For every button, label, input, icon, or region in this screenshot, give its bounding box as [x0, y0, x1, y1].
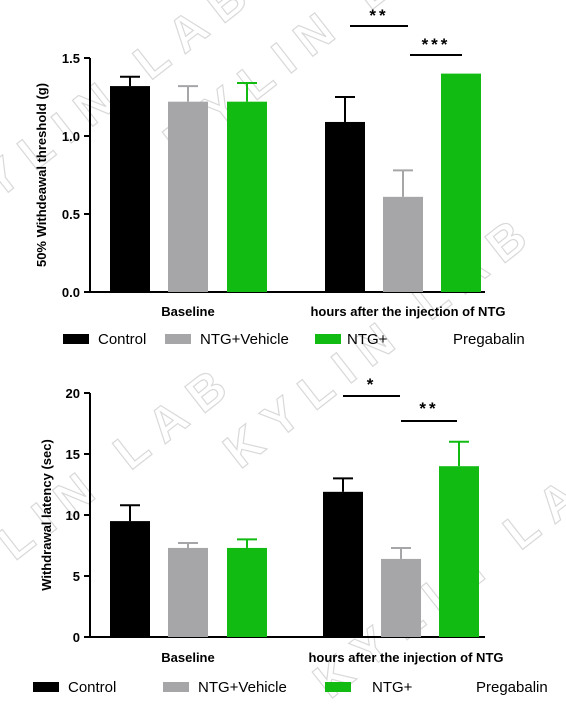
bar-ntg--0 — [227, 101, 267, 293]
legend-swatch — [165, 334, 191, 344]
y-tick-label: 20 — [66, 386, 80, 401]
legend-label-pregabalin: Pregabalin — [476, 679, 548, 696]
bar-control-0 — [110, 521, 150, 637]
legend-label: NTG+Vehicle — [198, 679, 287, 696]
legend-swatch — [325, 682, 351, 692]
legend-swatch — [63, 334, 89, 344]
significance-label: *** — [422, 35, 451, 54]
y-tick-label: 5 — [73, 569, 80, 584]
bar-ntg--1 — [441, 73, 481, 292]
y-tick-label: 0.5 — [62, 207, 80, 222]
y-tick-label: 15 — [66, 447, 80, 462]
bar-control-1 — [323, 491, 363, 637]
bar-ntg-vehicle-1 — [383, 196, 423, 292]
legend-label: Control — [98, 331, 146, 348]
bar-ntg-vehicle-0 — [168, 101, 208, 293]
y-tick-label: 1.0 — [62, 129, 80, 144]
legend-swatch — [33, 682, 59, 692]
significance-label: * — [367, 375, 377, 394]
bar-ntg-vehicle-0 — [168, 547, 208, 637]
category-label: hours after the injection of NTG — [308, 650, 503, 665]
significance-label: ** — [369, 6, 388, 25]
latency-chart: 0 5 10 15 20 Withdrawal latency (sec) Baseline… — [33, 375, 548, 696]
significance-label: ** — [419, 399, 438, 418]
y-tick-label: 0 — [73, 630, 80, 645]
bar-ntg--1 — [439, 466, 479, 637]
y-tick-label: 1.5 — [62, 51, 80, 66]
legend-label-pregabalin: Pregabalin — [453, 331, 525, 348]
category-label: Baseline — [161, 650, 214, 665]
bar-ntg-vehicle-1 — [381, 558, 421, 637]
legend-swatch — [315, 334, 341, 344]
legend-label: NTG+Vehicle — [200, 331, 289, 348]
category-label: Baseline — [161, 304, 214, 319]
bar-ntg--0 — [227, 547, 267, 637]
bar-control-0 — [110, 86, 150, 292]
threshold-chart: 0.0 0.5 1.0 1.5 50% Withdeawal threshold (g)… — [34, 6, 525, 348]
bar-control-1 — [325, 121, 365, 293]
legend-swatch — [163, 682, 189, 692]
y-tick-label: 10 — [66, 508, 80, 523]
category-label: hours after the injection of NTG — [310, 304, 505, 319]
y-tick-label: 0.0 — [62, 285, 80, 300]
y-axis-label: Withdrawal latency (sec) — [39, 439, 54, 591]
legend-label: Control — [68, 679, 116, 696]
y-axis-label: 50% Withdeawal threshold (g) — [34, 83, 49, 267]
legend-label: NTG+ — [372, 679, 413, 696]
legend-label: NTG+ — [347, 331, 388, 348]
